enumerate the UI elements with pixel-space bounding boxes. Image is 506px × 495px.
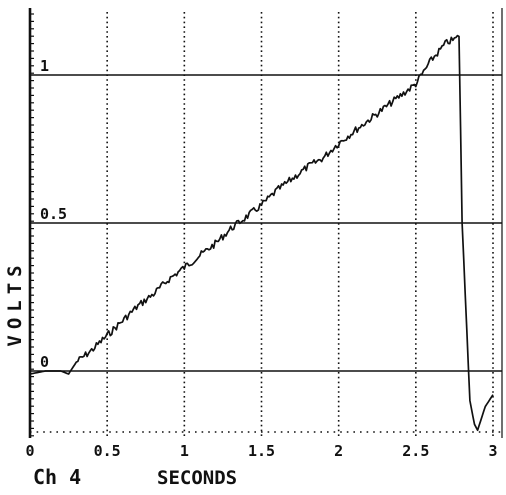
grid-layer xyxy=(30,12,502,438)
tick-label-layer: 0 0.5 1 1.5 2 2.5 3 0 0.5 1 xyxy=(25,57,497,460)
channel-label: Ch 4 xyxy=(33,465,81,489)
x-tick-label: 0 xyxy=(25,442,34,460)
voltage-trace xyxy=(29,34,494,432)
x-tick-label: 1 xyxy=(180,442,189,460)
x-tick-label: 0.5 xyxy=(94,442,121,460)
y-tick-label: 0.5 xyxy=(40,205,67,223)
x-tick-label: 2.5 xyxy=(402,442,429,460)
x-axis-label: SECONDS xyxy=(157,467,237,489)
y-axis-label: VOLTS xyxy=(4,259,26,346)
y-tick-label: 0 xyxy=(40,353,49,371)
x-tick-label: 3 xyxy=(488,442,497,460)
plot-frame xyxy=(28,8,503,438)
x-tick-label: 1.5 xyxy=(248,442,275,460)
y-tick-label: 1 xyxy=(40,57,49,75)
x-tick-label: 2 xyxy=(334,442,343,460)
trace-layer xyxy=(29,34,494,432)
